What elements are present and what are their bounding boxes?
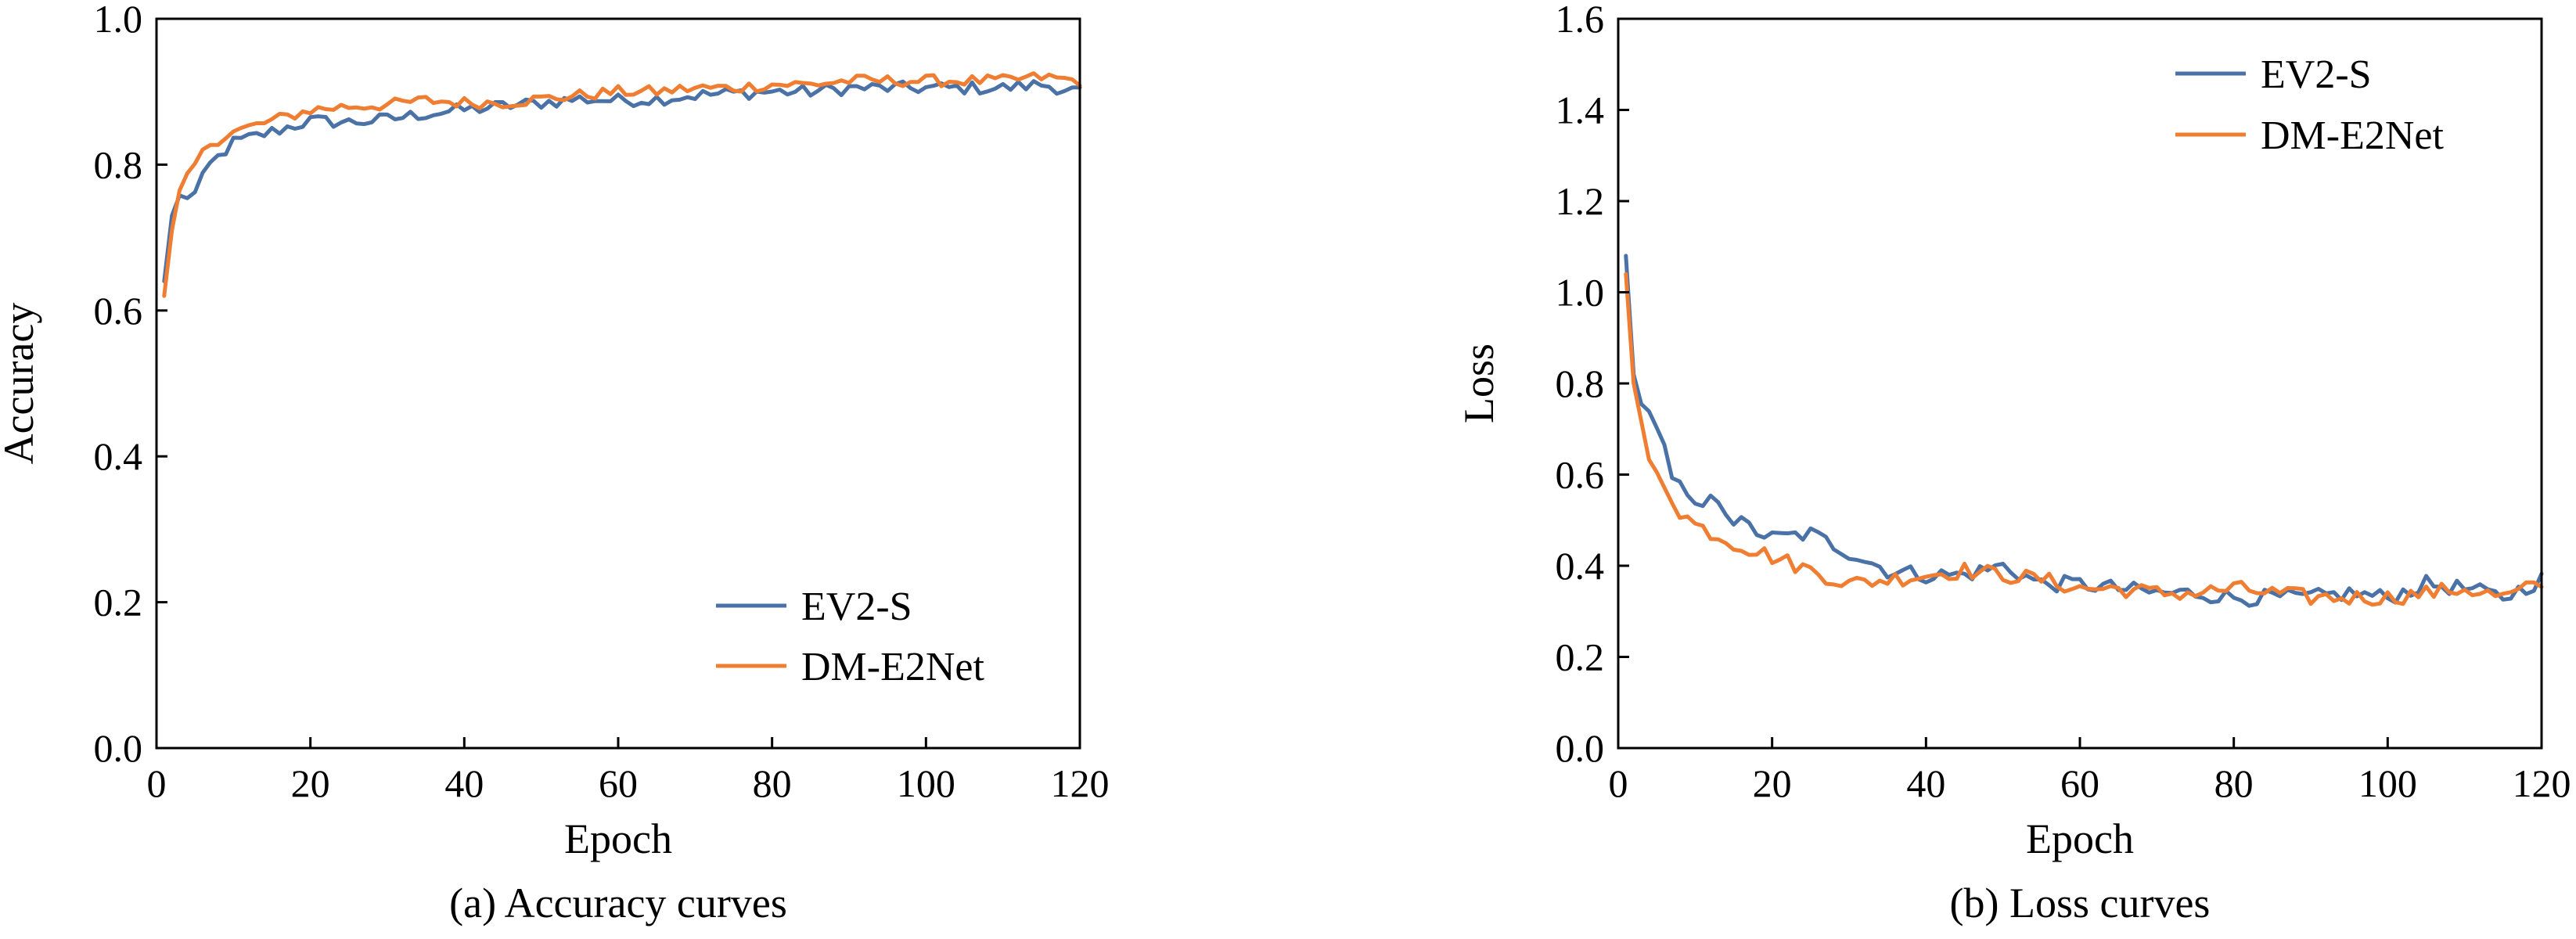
loss-xtick-label: 60 — [2060, 761, 2099, 805]
loss-xtick-label: 40 — [1906, 761, 1945, 805]
accuracy-xtick-label: 20 — [291, 761, 330, 805]
loss-caption: (b) Loss curves — [1950, 880, 2211, 926]
accuracy-series-line-dme2net — [162, 71, 1082, 298]
loss-xtick-label: 120 — [2513, 761, 2571, 805]
accuracy-caption: (a) Accuracy curves — [449, 880, 787, 926]
loss-ytick-label: 1.0 — [1556, 271, 1605, 315]
accuracy-series-line-ev2s — [162, 79, 1082, 283]
accuracy-legend: EV2-S DM-E2Net — [716, 585, 985, 689]
loss-series-line-ev2s — [1624, 254, 2544, 608]
accuracy-ytick-label: 0.2 — [94, 581, 143, 624]
accuracy-xtick-label: 100 — [897, 761, 955, 805]
accuracy-xtick-label: 0 — [147, 761, 167, 805]
accuracy-xtick-label: 80 — [753, 761, 792, 805]
accuracy-xtick-label: 40 — [444, 761, 484, 805]
loss-chart-panel: 0 20 40 60 80 100 120 0.0 0.2 0.4 0.6 0.8 1.0 1.2 1.4 1… — [1455, 0, 2571, 926]
loss-ylabel: Loss — [1455, 344, 1502, 423]
loss-xtick-label: 100 — [2358, 761, 2417, 805]
accuracy-legend-label-dme2net: DM-E2Net — [801, 645, 985, 689]
loss-ytick-label: 0.6 — [1556, 453, 1605, 497]
accuracy-ytick-label: 0.6 — [94, 289, 143, 333]
loss-xlabel: Epoch — [2026, 815, 2134, 862]
loss-ytick-label: 1.6 — [1556, 0, 1605, 41]
loss-ytick-label: 1.4 — [1556, 88, 1605, 132]
loss-ytick-label: 0.4 — [1556, 544, 1605, 588]
loss-ytick-label: 0.0 — [1556, 726, 1605, 770]
loss-legend-label-ev2s: EV2-S — [2261, 52, 2372, 97]
loss-ytick-label: 1.2 — [1556, 179, 1605, 223]
accuracy-xtick-label: 120 — [1051, 761, 1110, 805]
loss-series-line-dme2net — [1624, 272, 2544, 607]
loss-legend-label-dme2net: DM-E2Net — [2261, 113, 2445, 158]
loss-ytick-label: 0.2 — [1556, 635, 1605, 679]
loss-ytick-label: 0.8 — [1556, 362, 1605, 405]
accuracy-legend-label-ev2s: EV2-S — [801, 585, 912, 629]
loss-xtick-label: 0 — [1609, 761, 1628, 805]
accuracy-axis-ticks: 0 20 40 60 80 100 120 0.0 0.2 0.4 0.6 0.8 1.0 — [94, 0, 1110, 805]
accuracy-ylabel: Accuracy — [0, 303, 42, 465]
loss-axis-ticks: 0 20 40 60 80 100 120 0.0 0.2 0.4 0.6 0.8 1.0 1.2 1.4 1… — [1556, 0, 2571, 805]
accuracy-plot-lines — [162, 71, 1082, 298]
loss-xtick-label: 80 — [2214, 761, 2254, 805]
loss-legend: EV2-S DM-E2Net — [2175, 52, 2445, 158]
accuracy-ytick-label: 1.0 — [94, 0, 143, 41]
accuracy-ytick-label: 0.8 — [94, 142, 143, 186]
accuracy-xlabel: Epoch — [564, 815, 672, 862]
accuracy-ytick-label: 0.0 — [94, 726, 143, 770]
accuracy-xtick-label: 60 — [599, 761, 638, 805]
loss-xtick-label: 20 — [1753, 761, 1792, 805]
loss-plot-lines — [1624, 254, 2544, 608]
accuracy-ytick-label: 0.4 — [94, 434, 143, 478]
